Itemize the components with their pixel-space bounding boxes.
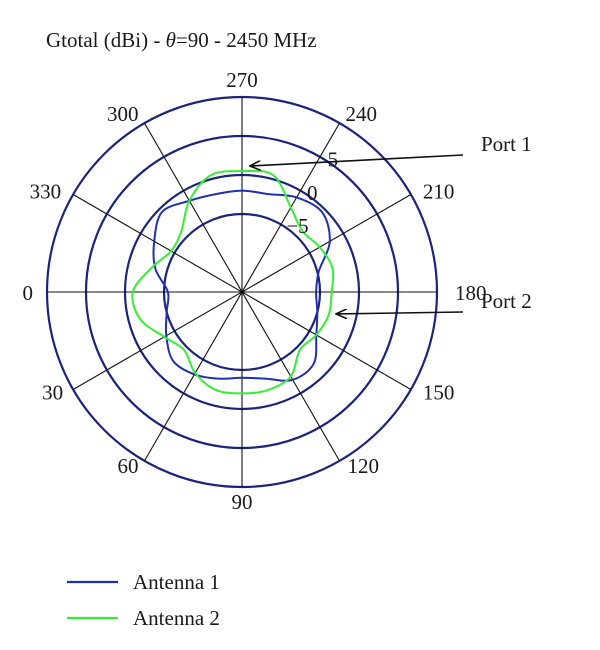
angle-tick-label: 0 [23, 281, 34, 305]
annotation-label: Port 2 [481, 289, 532, 313]
series-layer [131, 169, 335, 395]
legend-label: Antenna 1 [133, 570, 220, 594]
legend: Antenna 1 Antenna 2 [67, 570, 220, 630]
spoke-150 [72, 194, 412, 390]
radial-tick-label: −5 [286, 214, 308, 238]
angle-tick-label: 180 [455, 281, 487, 305]
angle-tick-label: 300 [107, 102, 139, 126]
angle-tick-label: 270 [226, 68, 258, 92]
angle-tick-label: 60 [118, 454, 139, 478]
annotation-arrow [337, 312, 464, 314]
radial-tick-label: 5 [328, 148, 339, 172]
angle-tick-label: 30 [42, 381, 63, 405]
annotation-label: Port 1 [481, 132, 532, 156]
angle-tick-label: 120 [348, 454, 380, 478]
angle-tick-label: 90 [232, 490, 253, 514]
angle-tick-label: 330 [30, 180, 62, 204]
radial-tick-label: 0 [307, 181, 318, 205]
chart-title: Gtotal (dBi) - θ=90 - 2450 MHz [46, 28, 317, 52]
legend-label: Antenna 2 [133, 606, 220, 630]
series-line-2 [131, 169, 335, 395]
angle-tick-label: 150 [423, 381, 455, 405]
annotations: Port 1 Port 2 [251, 132, 532, 314]
angle-tick-label: 210 [423, 180, 455, 204]
annotation-arrow [251, 154, 464, 166]
angle-tick-label: 240 [346, 102, 378, 126]
polar-grid [45, 95, 439, 489]
